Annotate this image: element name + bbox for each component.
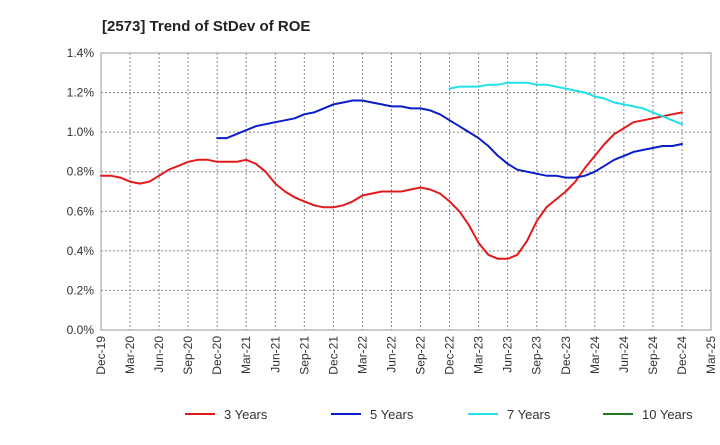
x-tick-label: Sep-23	[530, 336, 544, 375]
series-lines	[100, 81, 683, 260]
x-tick-label: Dec-23	[559, 336, 573, 375]
y-tick-label: 0.4%	[67, 244, 95, 258]
y-tick-label: 0.6%	[67, 204, 95, 218]
series-line-2	[448, 81, 683, 126]
x-tick-label: Dec-21	[326, 336, 340, 375]
y-tick-label: 0.2%	[67, 283, 95, 297]
legend-label-1: 5 Years	[370, 407, 414, 422]
x-tick-label: Jun-21	[268, 336, 282, 373]
y-tick-label: 1.4%	[67, 46, 95, 60]
x-tick-label: Sep-21	[297, 336, 311, 375]
x-tick-label: Jun-23	[501, 336, 515, 373]
x-tick-label: Dec-24	[675, 336, 689, 375]
series-line-0	[100, 111, 683, 260]
x-tick-label: Mar-21	[239, 336, 253, 374]
x-tick-label: Mar-23	[472, 336, 486, 374]
y-axis-tick-labels: 0.0% 0.2% 0.4% 0.6% 0.8% 1.0% 1.2% 1.4%	[67, 46, 95, 337]
y-tick-label: 1.2%	[67, 86, 95, 100]
x-tick-label: Jun-20	[152, 336, 166, 373]
x-tick-label: Mar-25	[704, 336, 718, 374]
x-tick-label: Sep-24	[646, 336, 660, 375]
x-tick-label: Mar-22	[355, 336, 369, 374]
chart-title: [2573] Trend of StDev of ROE	[102, 18, 310, 35]
x-tick-label: Jun-22	[384, 336, 398, 373]
x-tick-label: Jun-24	[617, 336, 631, 373]
grid-lines	[101, 53, 711, 330]
y-tick-label: 1.0%	[67, 125, 95, 139]
legend-label-3: 10 Years	[642, 407, 693, 422]
x-tick-label: Mar-20	[123, 336, 137, 374]
legend: 3 Years 5 Years 7 Years 10 Years	[185, 407, 693, 422]
x-tick-label: Dec-22	[443, 336, 457, 375]
legend-label-0: 3 Years	[224, 407, 268, 422]
x-tick-label: Sep-22	[414, 336, 428, 375]
plot-area-frame	[100, 52, 712, 331]
y-tick-label: 0.8%	[67, 165, 95, 179]
legend-label-2: 7 Years	[507, 407, 551, 422]
x-tick-label: Dec-19	[94, 336, 108, 375]
series-line-1	[216, 99, 683, 179]
x-tick-label: Sep-20	[181, 336, 195, 375]
x-tick-label: Dec-20	[210, 336, 224, 375]
y-tick-label: 0.0%	[67, 323, 95, 337]
x-axis-tick-labels: Dec-19 Mar-20 Jun-20 Sep-20 Dec-20 Mar-21 Jun-…	[94, 336, 718, 375]
x-tick-label: Mar-24	[588, 336, 602, 374]
